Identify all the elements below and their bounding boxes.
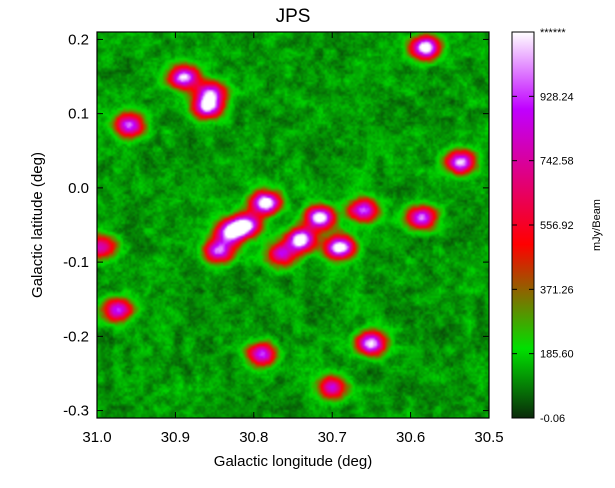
colorbar-tick-label: ****** <box>540 27 566 39</box>
colorbar-tick-label: -0.06 <box>540 413 565 425</box>
colorbar-tick-label: 185.60 <box>540 349 574 361</box>
y-tick-label: 0.1 <box>68 106 89 123</box>
colorbar: ****** 928.24 742.58 556.92 371.26 185.60 -0.0… <box>511 27 603 425</box>
x-axis-label: Galactic longitude (deg) <box>214 453 372 470</box>
intensity-map <box>97 32 489 418</box>
colorbar-tick-label: 928.24 <box>540 91 574 103</box>
x-tick-label: 30.8 <box>239 429 268 446</box>
x-tick-label: 31.0 <box>82 429 111 446</box>
y-tick-label: -0.3 <box>63 403 89 420</box>
chart-title: JPS <box>276 6 311 27</box>
y-tick-label: 0.0 <box>68 180 89 197</box>
y-axis-label: Galactic latitude (deg) <box>29 152 46 298</box>
plot-frame <box>96 31 490 419</box>
colorbar-label: mJy/Beam <box>591 199 603 251</box>
x-axis: 31.0 30.9 30.8 30.7 30.6 30.5 <box>82 32 504 446</box>
colorbar-tick-label: 742.58 <box>540 156 574 168</box>
plot-area <box>96 31 490 419</box>
y-tick-label: -0.1 <box>63 254 89 271</box>
y-tick-label: 0.2 <box>68 31 89 48</box>
x-tick-label: 30.6 <box>396 429 425 446</box>
x-tick-label: 30.7 <box>318 429 347 446</box>
colorbar-tick-label: 371.26 <box>540 284 574 296</box>
x-tick-label: 30.5 <box>474 429 503 446</box>
y-tick-label: -0.2 <box>63 328 89 345</box>
colorbar-tick-label: 556.92 <box>540 220 574 232</box>
y-axis: 0.2 0.1 0.0 -0.1 -0.2 -0.3 <box>63 31 489 420</box>
x-tick-label: 30.9 <box>161 429 190 446</box>
